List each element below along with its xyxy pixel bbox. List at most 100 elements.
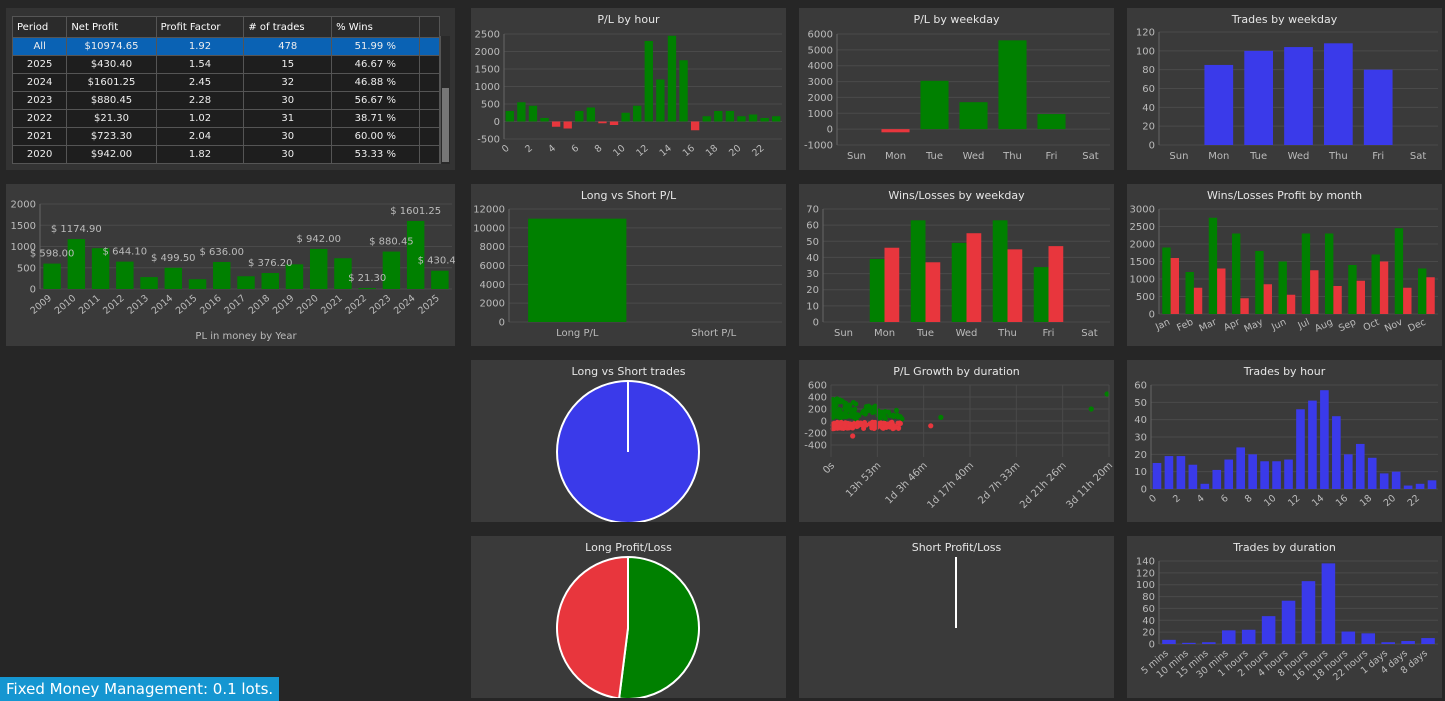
long-vs-short-trades-chart: Long vs Short trades [556, 365, 700, 522]
col-profit-factor[interactable]: Profit Factor [155, 16, 245, 38]
bar [1193, 287, 1203, 314]
bar [1361, 633, 1376, 644]
table-cell: $430.40 [66, 55, 157, 74]
bar [1217, 268, 1226, 314]
bar [505, 111, 514, 122]
data-label: $ 880.45 [369, 237, 414, 248]
bar [884, 247, 900, 322]
bar [1324, 43, 1353, 145]
bar [1426, 277, 1435, 314]
x-tick-label: 16 [1334, 493, 1350, 509]
table-row[interactable]: 2020 $942.00 1.82 30 53.33 % [11, 145, 440, 164]
pie-slice [556, 555, 629, 698]
table-row[interactable]: 2022 $21.30 1.02 31 38.71 % [11, 109, 440, 128]
bar [1244, 50, 1273, 146]
scatter-point [847, 423, 853, 429]
y-tick-label: 120 [1136, 28, 1155, 39]
x-tick-label: Jul [1295, 317, 1311, 332]
table-cell: 2020 [11, 145, 68, 164]
scatter-point [859, 422, 865, 428]
x-tick-label: Dec [1406, 317, 1427, 335]
table-cell: 30 [243, 145, 333, 164]
scatter-point [837, 410, 843, 416]
x-tick-label: 2018 [247, 293, 273, 317]
table-row[interactable]: 2024 $1601.25 2.45 32 46.88 % [11, 73, 440, 92]
bar [1415, 483, 1425, 489]
x-tick-label: Wed [1288, 151, 1310, 162]
trades-by-hour-panel: Trades by hour 0 10 20 30 40 50 60 0 2 4 6 8 10 12 14 16… [1127, 360, 1442, 522]
pl-growth-by-duration-chart: P/L Growth by duration -400-2000200400600… [804, 365, 1114, 511]
bar [1308, 400, 1317, 489]
col-wins[interactable]: % Wins [331, 16, 420, 38]
x-tick-label: 0 [500, 143, 512, 155]
x-tick-label: 20 [1382, 493, 1398, 509]
table-row[interactable]: 2025 $430.40 1.54 15 46.67 % [11, 55, 440, 74]
bar [586, 107, 596, 122]
bar [621, 112, 630, 122]
data-label: $ 644.10 [103, 247, 148, 258]
y-tick-label: 50 [1134, 398, 1147, 409]
bar [748, 114, 758, 122]
bar [1221, 630, 1236, 644]
x-tick-label: Sun [847, 151, 866, 162]
table-cell: 38.71 % [331, 109, 420, 128]
table-cell: $10974.65 [66, 37, 157, 56]
pl-by-weekday-chart: P/L by weekday -1000 0 1000 2000 3000 4000 5000… [804, 13, 1110, 162]
chart-title: Trades by duration [1232, 541, 1336, 554]
col-trades[interactable]: # of trades [243, 16, 333, 38]
bar [644, 41, 653, 122]
x-tick-label: 2010 [53, 293, 79, 317]
x-tick-label: 2 [1171, 493, 1183, 505]
scrollbar-thumb[interactable] [442, 88, 449, 162]
y-tick-label: -200 [804, 429, 827, 440]
trades-by-weekday-panel: Trades by weekday 0 20 40 60 80 100 120 Sun Mon Tu… [1127, 8, 1442, 170]
col-period[interactable]: Period [11, 16, 68, 38]
table-cell-filler [418, 73, 440, 92]
x-tick-label: Sat [1081, 328, 1097, 339]
bar [43, 263, 61, 289]
table-scrollbar[interactable] [440, 36, 450, 164]
bar [1344, 454, 1353, 489]
bar [237, 276, 255, 289]
x-tick-label: Thu [1002, 151, 1022, 162]
bar [116, 261, 134, 289]
y-tick-label: 60 [806, 221, 819, 232]
col-net-profit[interactable]: Net Profit [66, 16, 157, 38]
scatter-point [870, 420, 876, 426]
bar [656, 79, 665, 122]
scatter-point [870, 424, 876, 430]
bar [1403, 485, 1413, 489]
bar [1427, 480, 1437, 489]
table-cell: 2021 [11, 127, 68, 146]
scatter-point [833, 412, 839, 418]
table-cell: 15 [243, 55, 333, 74]
y-tick-label: 1500 [1130, 257, 1155, 268]
x-tick-label: Tue [925, 151, 943, 162]
x-tick-label: 2012 [101, 293, 127, 317]
table-row[interactable]: All $10974.65 1.92 478 51.99 % [11, 37, 440, 56]
y-tick-label: 3000 [1130, 205, 1155, 216]
table-row[interactable]: 2023 $880.45 2.28 30 56.67 % [11, 91, 440, 110]
scatter-point [890, 412, 896, 418]
bar [1363, 69, 1393, 145]
x-tick-label: 2009 [28, 293, 54, 317]
table-cell-filler [418, 127, 440, 146]
y-tick-label: 2000 [475, 47, 500, 58]
scatter-point [897, 420, 903, 426]
x-tick-label: May [1242, 317, 1265, 335]
bar [633, 105, 642, 122]
scatter-point [1088, 406, 1094, 412]
table-row[interactable]: 2021 $723.30 2.04 30 60.00 % [11, 127, 440, 146]
x-tick-label: Long P/L [556, 328, 599, 339]
y-tick-label: 40 [1142, 616, 1155, 627]
pie-slice [618, 555, 700, 698]
y-tick-label: -500 [477, 135, 500, 146]
chart-title: P/L by hour [597, 13, 660, 26]
data-label: $ 499.50 [151, 253, 196, 264]
y-tick-label: 500 [1136, 292, 1155, 303]
bar [760, 118, 769, 122]
bar [1401, 641, 1415, 644]
pl-growth-by-duration-panel: P/L Growth by duration -400 -200 0 200 400 600… [799, 360, 1114, 522]
chart-title: Wins/Losses Profit by month [1207, 189, 1362, 202]
y-tick-label: 5000 [808, 45, 833, 56]
